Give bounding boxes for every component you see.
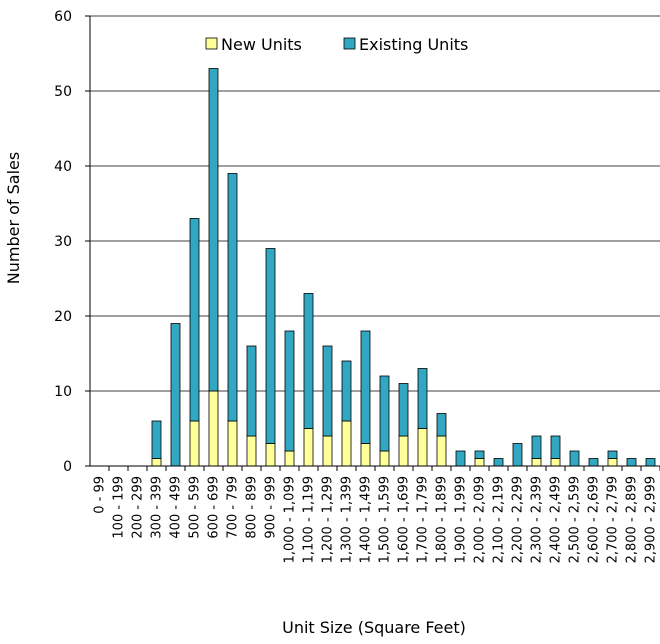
bar-existing-units — [607, 450, 618, 459]
bar-existing-units — [379, 375, 390, 452]
legend-label-new-units: New Units — [221, 35, 302, 54]
x-axis-label: Unit Size (Square Feet) — [282, 618, 466, 637]
legend-swatch-new-units — [205, 37, 218, 50]
x-tick-label: 1,500 - 1,599 — [378, 476, 393, 563]
x-tick-label: 1,300 - 1,399 — [340, 476, 355, 563]
bar-new-units — [531, 458, 542, 467]
x-tick-label: 800 - 899 — [245, 476, 260, 539]
bar-existing-units — [265, 248, 276, 444]
x-tick-label: 2,200 - 2,299 — [511, 476, 526, 563]
y-tick-label: 10 — [54, 384, 72, 400]
y-tick-label: 30 — [54, 234, 72, 250]
bar-new-units — [151, 458, 162, 467]
bar-existing-units — [284, 330, 295, 452]
bar-new-units — [265, 443, 276, 467]
x-tick-label: 1,400 - 1,499 — [359, 476, 374, 563]
bar-new-units — [398, 435, 409, 467]
x-tick-label: 2,400 - 2,499 — [549, 476, 564, 563]
x-tick-label: 1,000 - 1,099 — [283, 476, 298, 563]
x-tick-label: 1,200 - 1,299 — [321, 476, 336, 563]
x-tick-label: 1,100 - 1,199 — [302, 476, 317, 563]
gridlines — [85, 15, 660, 467]
x-tick-label: 2,900 - 2,999 — [644, 476, 659, 563]
bar-existing-units — [208, 68, 219, 392]
x-tick-label: 700 - 799 — [226, 476, 241, 539]
bar-existing-units — [360, 330, 371, 444]
axes — [89, 16, 660, 471]
bar-new-units — [360, 443, 371, 467]
bar-existing-units — [531, 435, 542, 459]
bar-existing-units — [417, 368, 428, 429]
bar-new-units — [607, 458, 618, 467]
bar-new-units — [246, 435, 257, 467]
bar-new-units — [284, 450, 295, 467]
bar-new-units — [189, 420, 200, 467]
bar-new-units — [208, 390, 219, 467]
x-tick-label: 900 - 999 — [264, 476, 279, 539]
bar-existing-units — [645, 458, 656, 467]
y-tick-labels: 0 10 20 30 40 50 60 — [54, 9, 72, 475]
legend-label-existing-units: Existing Units — [359, 35, 468, 54]
x-tick-label: 2,500 - 2,599 — [568, 476, 583, 563]
bar-existing-units — [569, 450, 580, 467]
bar-new-units — [550, 458, 561, 467]
y-tick-label: 40 — [54, 159, 72, 175]
bar-new-units — [417, 428, 428, 467]
y-tick-label: 60 — [54, 9, 72, 25]
x-tick-label: 1,900 - 1,999 — [454, 476, 469, 563]
x-tick-labels: 0 - 99 100 - 199 200 - 299 300 - 399 400 - 4… — [93, 476, 659, 563]
bar-existing-units — [398, 383, 409, 437]
bar-existing-units — [493, 458, 504, 467]
bar-new-units — [436, 435, 447, 467]
bar-existing-units — [455, 450, 466, 467]
x-tick-label: 2,300 - 2,399 — [530, 476, 545, 563]
x-tick-label: 1,800 - 1,899 — [435, 476, 450, 563]
legend-swatch-existing-units — [343, 37, 356, 50]
x-tick-label: 600 - 699 — [207, 476, 222, 539]
bar-existing-units — [246, 345, 257, 437]
bar-existing-units — [474, 450, 485, 459]
x-tick-label: 1,600 - 1,699 — [397, 476, 412, 563]
x-tick-label: 2,800 - 2,899 — [625, 476, 640, 563]
x-tick-label: 1,700 - 1,799 — [416, 476, 431, 563]
x-tick-label: 100 - 199 — [112, 476, 127, 539]
bar-existing-units — [588, 458, 599, 467]
bars — [151, 68, 656, 467]
y-tick-label: 50 — [54, 84, 72, 100]
x-tick-label: 400 - 499 — [169, 476, 184, 539]
bar-existing-units — [303, 293, 314, 429]
bar-existing-units — [322, 345, 333, 437]
y-tick-label: 0 — [63, 459, 72, 475]
bar-new-units — [379, 450, 390, 467]
bar-existing-units — [151, 420, 162, 459]
y-axis-label: Number of Sales — [4, 152, 23, 284]
x-tick-label: 0 - 99 — [93, 476, 108, 514]
bar-existing-units — [341, 360, 352, 422]
bar-new-units — [474, 458, 485, 467]
x-tick-label: 2,600 - 2,699 — [587, 476, 602, 563]
bar-existing-units — [626, 458, 637, 467]
x-tick-label: 500 - 599 — [188, 476, 203, 539]
bar-existing-units — [436, 413, 447, 437]
x-tick-label: 300 - 399 — [150, 476, 165, 539]
bar-new-units — [322, 435, 333, 467]
bar-existing-units — [189, 218, 200, 422]
x-tick-label: 2,100 - 2,199 — [492, 476, 507, 563]
x-tick-label: 2,000 - 2,099 — [473, 476, 488, 563]
legend: New Units Existing Units — [205, 35, 468, 54]
bar-new-units — [227, 420, 238, 467]
y-tick-label: 20 — [54, 309, 72, 325]
bar-existing-units — [170, 323, 181, 467]
bar-existing-units — [550, 435, 561, 459]
x-tick-label: 2,700 - 2,799 — [606, 476, 621, 563]
bar-new-units — [341, 420, 352, 467]
x-tick-label: 200 - 299 — [131, 476, 146, 539]
bar-existing-units — [227, 173, 238, 422]
bar-existing-units — [512, 443, 523, 467]
bar-new-units — [303, 428, 314, 467]
